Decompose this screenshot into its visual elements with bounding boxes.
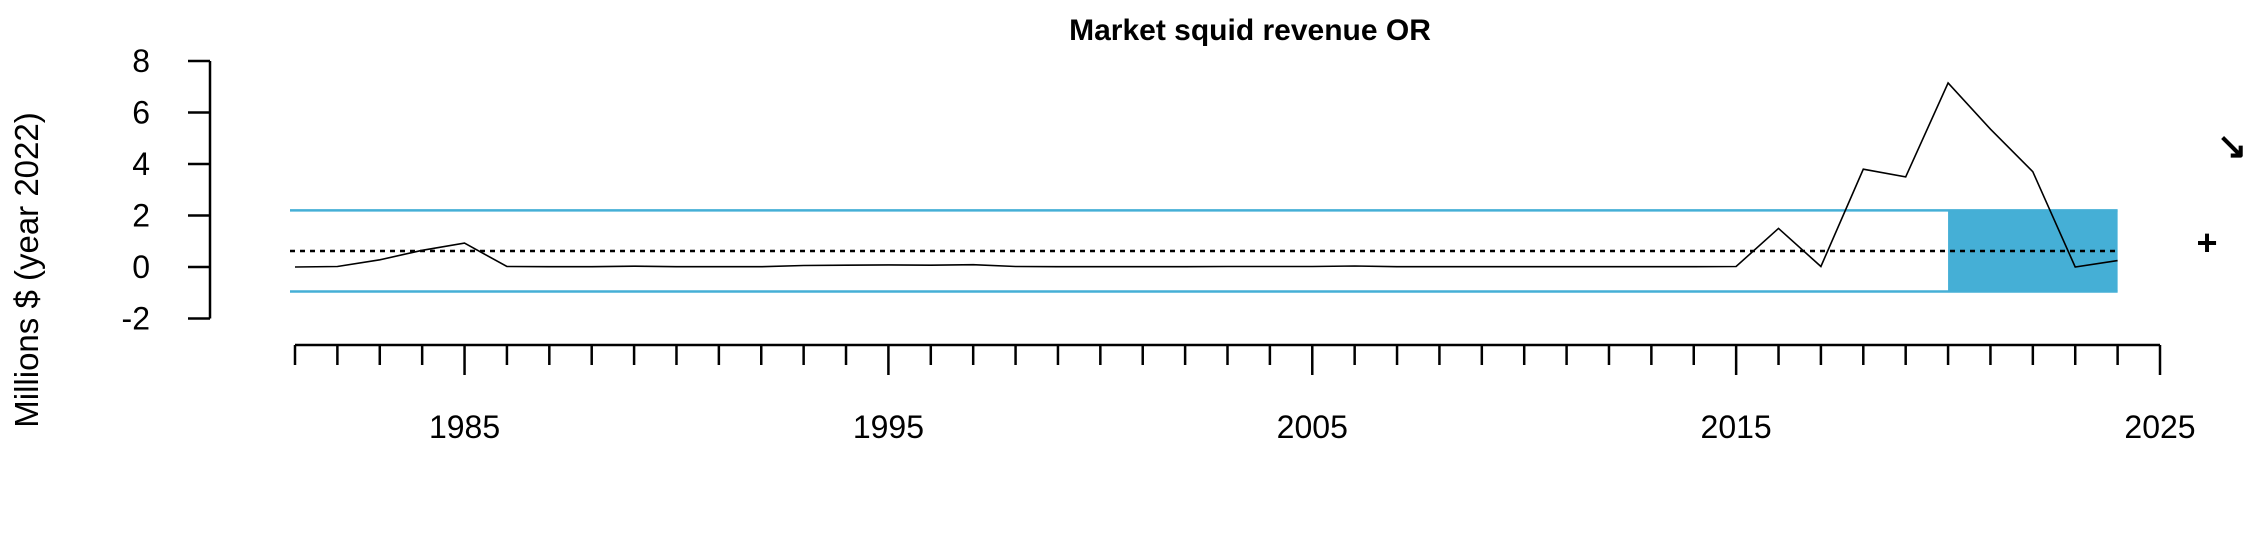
mean-plus-icon: + xyxy=(2196,222,2217,263)
y-tick-label: 6 xyxy=(132,95,150,131)
y-tick-label: -2 xyxy=(122,301,150,337)
x-tick-label: 2025 xyxy=(2124,409,2195,445)
y-axis: -2 0 2 4 6 8 xyxy=(122,43,212,337)
x-axis: 1985 1995 2005 2015 2025 xyxy=(293,343,2196,445)
x-tick-label: 2005 xyxy=(1277,409,1348,445)
y-axis-label: Millions $ (year 2022) xyxy=(8,112,45,427)
chart-title: Market squid revenue OR xyxy=(1069,14,1431,47)
x-tick-label: 1985 xyxy=(429,409,500,445)
y-tick-label: 4 xyxy=(132,146,150,182)
x-tick-label: 1995 xyxy=(853,409,924,445)
trend-arrow-icon: ↘ xyxy=(2217,125,2247,166)
y-tick-label: 8 xyxy=(132,43,150,79)
plot-area xyxy=(290,81,2118,293)
x-tick-label: 2015 xyxy=(1701,409,1772,445)
y-tick-label: 0 xyxy=(132,249,150,285)
series-line xyxy=(294,81,2118,268)
y-tick-label: 2 xyxy=(132,198,150,234)
